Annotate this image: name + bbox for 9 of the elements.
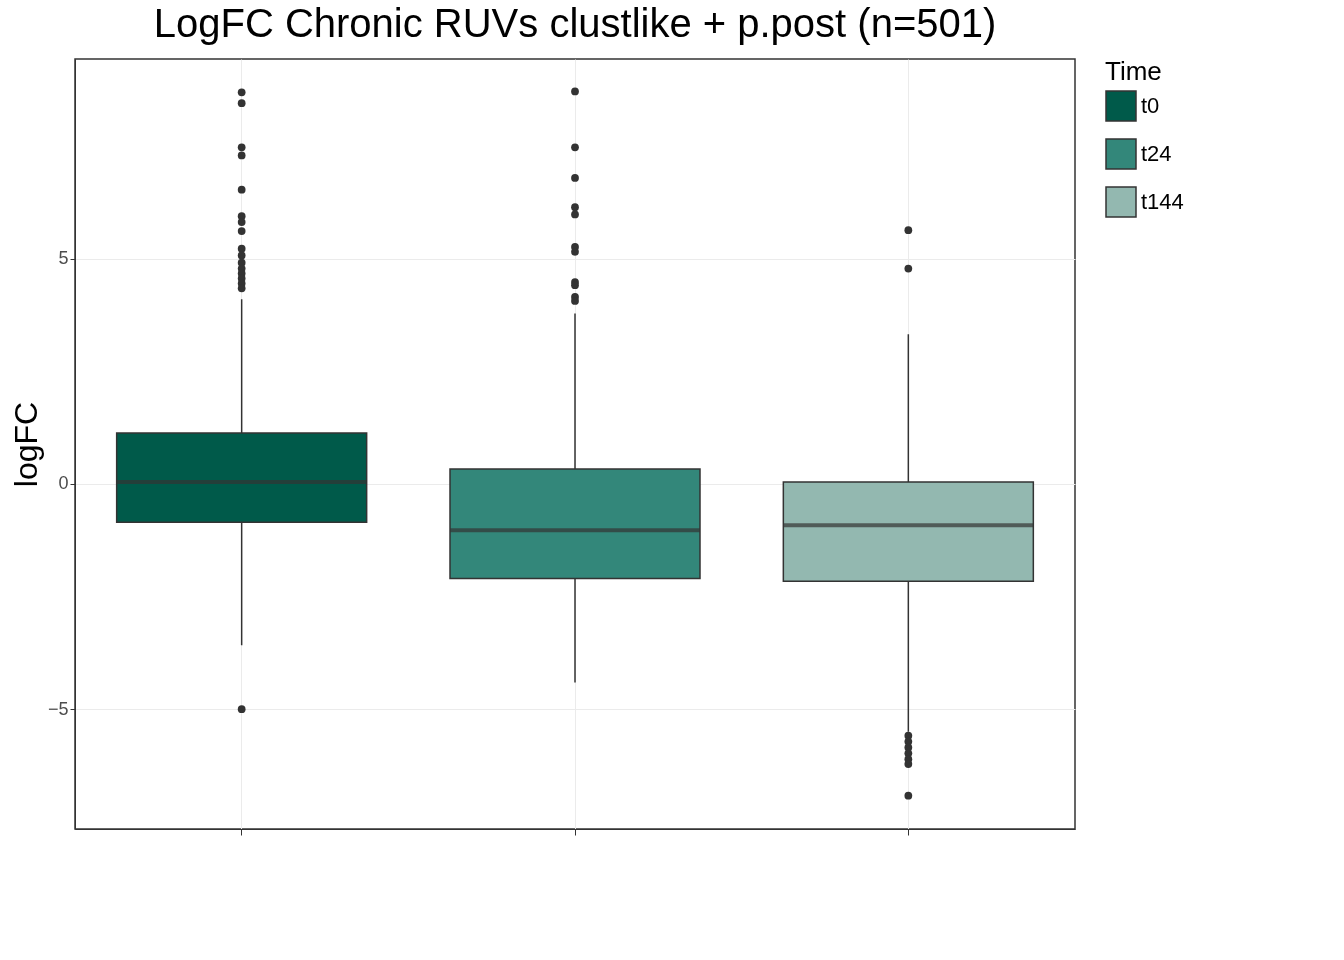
legend-label: t144 [1141, 189, 1184, 214]
y-tick-label: 0 [58, 473, 69, 494]
legend-label: t24 [1141, 141, 1172, 166]
y-tick-label: −5 [47, 698, 69, 719]
legend-title: Time [1105, 56, 1162, 86]
legend-label: t0 [1141, 93, 1160, 118]
y-tick-label: 5 [58, 248, 69, 269]
y-axis-title: logFC [7, 401, 44, 488]
chart-title: LogFC Chronic RUVs clustlike + p.post (n=501) [153, 1, 997, 45]
